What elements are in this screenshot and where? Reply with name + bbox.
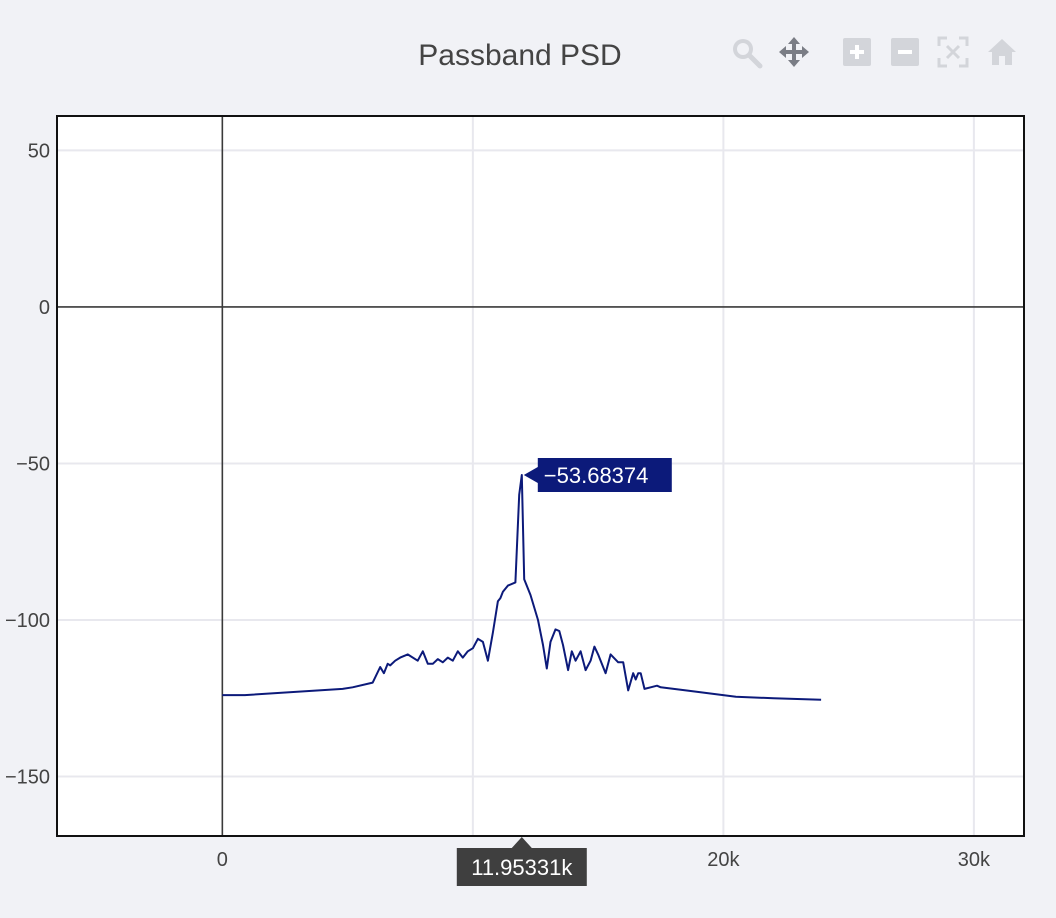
tick-labels: 0 20k 30k 50 0 −50 −100 −150 xyxy=(5,140,991,871)
y-tick-label: 0 xyxy=(39,297,50,319)
zoom-in-icon[interactable] xyxy=(843,38,871,66)
hover-x-text: 11.95331k xyxy=(471,855,573,880)
chart-title: Passband PSD xyxy=(418,39,621,72)
zero-lines xyxy=(57,116,1024,836)
autoscale-icon[interactable] xyxy=(937,36,969,68)
hover-value-label: −53.68374 xyxy=(523,458,672,493)
pan-icon[interactable] xyxy=(778,36,810,68)
hover-value-text: −53.68374 xyxy=(544,463,649,488)
zoom-icon[interactable] xyxy=(730,36,763,69)
x-tick-label: 0 xyxy=(217,849,228,871)
series-line[interactable] xyxy=(222,474,822,701)
y-tick-label: −50 xyxy=(16,453,50,475)
y-tick-label: 50 xyxy=(28,140,50,162)
hover-x-label: 11.95331k xyxy=(456,837,587,886)
modebar xyxy=(730,36,1018,69)
x-tick-label: 30k xyxy=(958,849,991,871)
y-tick-label: −100 xyxy=(5,610,50,632)
series-layer xyxy=(222,474,822,701)
x-tick-label: 20k xyxy=(707,849,740,871)
zoom-out-icon[interactable] xyxy=(891,38,919,66)
plot-frame xyxy=(56,115,1025,837)
reset-axes-icon[interactable] xyxy=(986,36,1018,68)
y-tick-label: −150 xyxy=(5,767,50,789)
